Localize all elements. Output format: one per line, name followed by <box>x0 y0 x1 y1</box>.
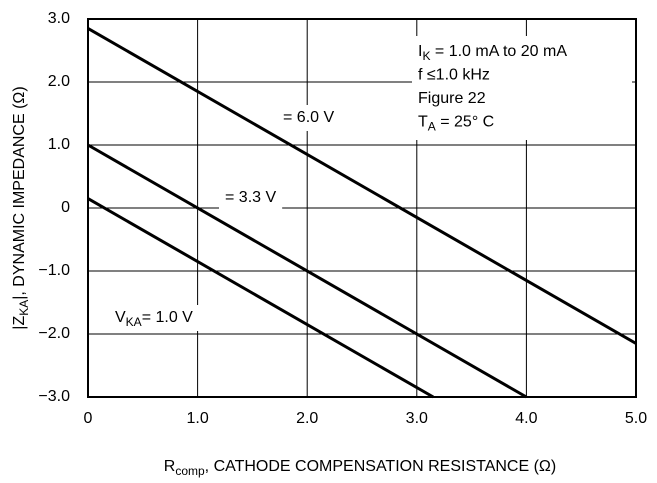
title-part: |, DYNAMIC IMPEDANCE (Ω) <box>11 86 28 299</box>
label-part: V <box>115 309 126 326</box>
x-tick-label: 5.0 <box>625 410 647 427</box>
annotation-part: = 1.0 mA to 20 mA <box>430 43 567 60</box>
label-sub: KA <box>126 315 142 329</box>
series-label: = 6.0 V <box>283 109 334 126</box>
label-part: = 3.3 V <box>225 189 276 206</box>
label-background <box>109 305 199 331</box>
label-background <box>219 185 283 211</box>
y-tick-label: 2.0 <box>48 73 70 90</box>
title-part: |Z <box>11 316 28 330</box>
label-background <box>277 105 341 131</box>
y-tick-label: −1.0 <box>38 262 70 279</box>
x-tick-label: 2.0 <box>296 410 318 427</box>
annotation: f ≤1.0 kHz <box>418 67 490 84</box>
line <box>87 143 528 399</box>
title-part: , CATHODE COMPENSATION RESISTANCE (Ω) <box>205 458 557 475</box>
y-tick-label: 0 <box>61 199 70 216</box>
plot-frame <box>87 18 637 398</box>
annotation: IK = 1.0 mA to 20 mA <box>418 43 567 63</box>
annotation-sub: K <box>422 49 430 63</box>
series-label: VKA= 1.0 V <box>115 309 193 329</box>
label-part: = 6.0 V <box>283 109 334 126</box>
line <box>87 27 637 345</box>
title-part: R <box>164 458 176 475</box>
y-axis-title: |ZKA|, DYNAMIC IMPEDANCE (Ω) <box>11 86 31 329</box>
annotation-background <box>412 36 632 140</box>
title-sub: KA <box>17 300 31 316</box>
annotation-sub: A <box>428 120 436 134</box>
x-axis-title: Rcomp, CATHODE COMPENSATION RESISTANCE (… <box>164 458 556 478</box>
annotation-part: f ≤1.0 kHz <box>418 67 490 84</box>
label-part: = 1.0 V <box>142 309 193 326</box>
annotation: Figure 22 <box>418 90 486 107</box>
x-tick-label: 4.0 <box>515 410 537 427</box>
annotation-part: = 25° C <box>436 114 494 131</box>
y-tick-label: −2.0 <box>38 325 70 342</box>
y-tick-label: −3.0 <box>38 388 70 405</box>
line <box>87 197 434 399</box>
annotation-part: T <box>418 114 428 131</box>
series-label: = 3.3 V <box>225 189 276 206</box>
y-tick-label: 1.0 <box>48 136 70 153</box>
x-tick-label: 1.0 <box>186 410 208 427</box>
annotation-part: I <box>418 43 422 60</box>
annotation: TA = 25° C <box>418 114 494 134</box>
title-sub: comp <box>175 464 205 478</box>
annotation-part: Figure 22 <box>418 90 486 107</box>
x-tick-label: 3.0 <box>406 410 428 427</box>
x-tick-label: 0 <box>84 410 93 427</box>
y-tick-label: 3.0 <box>48 10 70 27</box>
